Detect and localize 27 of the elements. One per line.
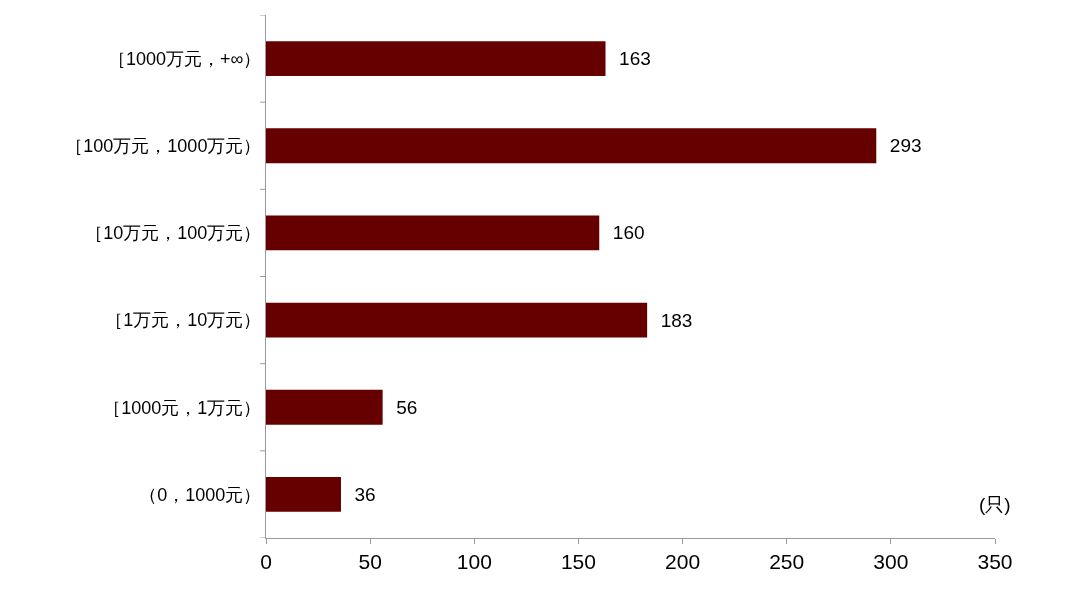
y-tick-label: ［10万元，100万元） (85, 223, 262, 244)
y-tick-label: （0，1000元） (139, 484, 262, 505)
y-tick-label: ［1000万元，+∞） (108, 48, 262, 69)
x-tick-label: 50 (358, 550, 382, 574)
x-tick-label: 0 (260, 550, 272, 574)
bar (266, 389, 383, 425)
bar (266, 302, 648, 338)
x-tick-label: 200 (665, 550, 701, 574)
bar (266, 41, 606, 77)
data-label: 56 (385, 396, 418, 418)
bar (266, 476, 341, 512)
bar (266, 128, 877, 164)
data-label: 160 (602, 222, 645, 244)
x-tick-label: 300 (873, 550, 909, 574)
data-label: 36 (343, 483, 376, 505)
bar (266, 215, 600, 251)
x-axis-title: (只) (979, 494, 1011, 515)
data-label: 163 (608, 48, 651, 70)
y-tick-label: ［1000元，1万元） (103, 397, 262, 418)
x-tick-label: 100 (456, 550, 492, 574)
y-tick-label: ［1万元，10万元） (105, 310, 262, 331)
x-tick-label: 350 (977, 550, 1013, 574)
x-tick-label: 250 (769, 550, 805, 574)
data-label: 183 (650, 309, 693, 331)
y-tick-label: ［100万元，1000万元） (65, 136, 262, 157)
x-tick-label: 150 (560, 550, 596, 574)
data-label: 293 (879, 135, 922, 157)
